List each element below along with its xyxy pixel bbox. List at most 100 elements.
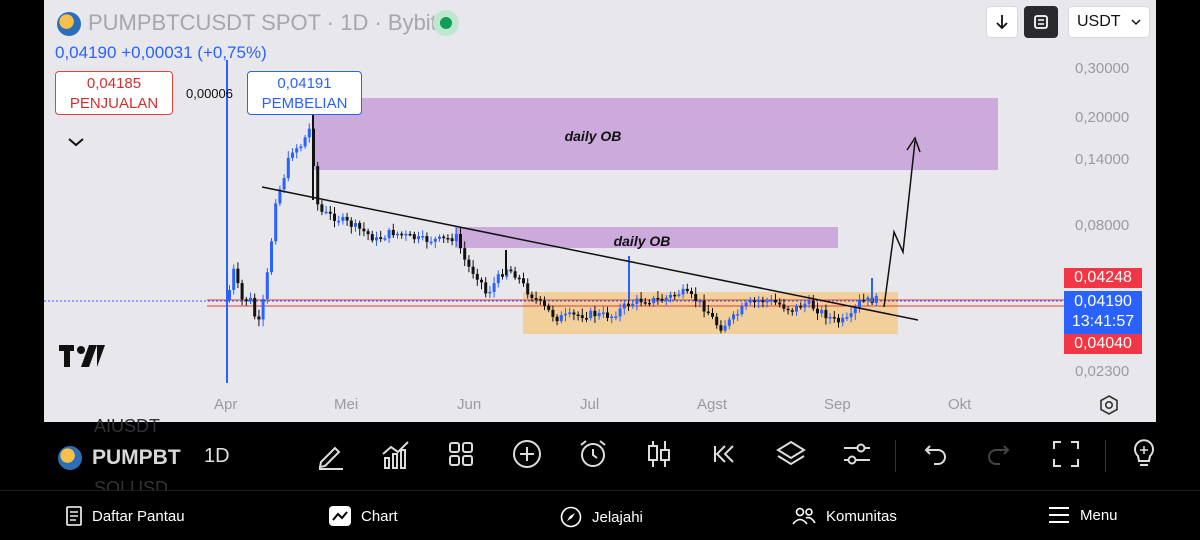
candle-body [475,273,479,280]
candle-body [769,300,773,302]
candle-body [593,310,597,317]
candle-body [530,294,534,299]
time-axis-label: Sep [824,396,851,413]
candle-body [744,302,748,307]
candle-body [253,297,257,317]
candle-body [383,238,387,240]
candle-body [778,302,782,305]
arrow-head [906,136,921,153]
nav-label: Daftar Pantau [92,507,185,525]
candle-body [488,291,492,294]
candle-body [627,303,630,307]
candle-body [396,233,399,236]
lightbulb-icon[interactable] [1128,438,1160,470]
layers-icon[interactable] [775,438,807,470]
candle-body [706,311,710,314]
candle-body [782,304,786,309]
candle-body [333,213,336,221]
candle-body [522,278,525,284]
price-axis-label: 0,20000 [1075,109,1130,126]
candle-body [795,305,798,312]
indicators-icon[interactable] [380,438,412,470]
chevron-down-icon[interactable] [66,132,86,152]
toolbar-divider [1105,440,1106,472]
candle-body [303,137,307,147]
interval-button[interactable]: 1D [204,445,230,467]
candle-body [438,236,441,239]
candle-body [568,312,572,314]
redo-icon[interactable] [984,438,1016,470]
candle-body [866,297,870,301]
symbol-title[interactable]: PUMPBTCUSDT SPOT · 1D · Bybit [88,10,437,35]
candle-body [358,223,362,229]
candle-body [664,297,668,301]
candle-body [345,216,349,221]
candle-body [480,279,483,283]
candle-body [467,259,471,267]
candle-body [307,128,311,138]
alarm-clock-icon[interactable] [577,438,609,470]
price-axis-label: 0,02300 [1075,363,1130,380]
candle-body [828,317,832,319]
candle-body [433,238,437,242]
currency-select[interactable]: USDT [1068,6,1150,38]
time-axis-label: Apr [214,396,238,413]
grid-layout-icon[interactable] [445,438,477,470]
buy-label: PEMBELIAN [261,95,348,112]
fullscreen-expand-icon[interactable] [1050,438,1082,470]
candle-body [471,266,475,274]
candlestick-icon[interactable] [643,438,675,470]
candle-body [656,297,660,300]
undo-icon[interactable] [918,438,950,470]
candle-body [564,313,567,316]
candle-body [853,307,857,314]
current-price-value: 0,04190 [1074,293,1132,310]
nav-item-chart[interactable]: Chart [329,506,398,526]
nav-item-menu[interactable]: Menu [1048,506,1118,524]
price-axis-label: 0,30000 [1075,60,1130,77]
bottom-navigation [0,490,1200,540]
candle-body [677,294,681,296]
pencil-icon[interactable] [315,438,347,470]
nav-item-community[interactable]: Komunitas [792,506,897,526]
download-button[interactable] [986,6,1018,38]
candle-body [349,220,353,227]
candle-body [824,309,828,319]
nav-label: Chart [361,507,398,525]
candle-body [337,220,341,223]
candle-body [442,236,446,239]
price-chart[interactable]: daily OB daily OB [0,0,1200,422]
add-circle-icon[interactable] [511,438,543,470]
time-axis-label: Jun [457,396,482,413]
buy-price: 0,04191 [277,75,332,92]
sell-button[interactable]: 0,04185 PENJUALAN [55,71,173,115]
low-price-tag: 0,04040 [1064,334,1142,354]
buy-button[interactable]: 0,04191 PEMBELIAN [247,71,362,115]
candle-body [501,274,504,277]
candle-body [274,203,278,242]
arrow-down-icon [996,15,1008,30]
candle-body [740,306,744,315]
candle-body [463,248,467,260]
symbol-switcher[interactable]: AIUSDT PUMPBT SOLUSD [58,416,188,490]
chart-settings-icon[interactable] [1098,394,1120,416]
nav-label: Menu [1080,506,1118,524]
candle-body [803,303,807,308]
candle-body [387,229,391,239]
settings-sliders-icon[interactable] [841,438,873,470]
candle-body [837,317,840,323]
nav-item-explore[interactable]: Jelajahi [560,506,643,528]
document-list-icon [66,506,82,526]
candle-body [328,211,332,214]
upper-ob-label: daily OB [565,128,622,144]
candle-body [723,325,727,331]
candle-body [362,228,366,232]
chart-area[interactable] [44,0,1156,422]
nav-item-watchlist[interactable]: Daftar Pantau [66,506,185,526]
replay-icon[interactable] [709,438,741,470]
fullscreen-button[interactable] [1024,6,1058,38]
candle-body [748,300,752,303]
candle-body [631,303,635,307]
time-axis-label: Okt [948,396,972,413]
candle-body [673,294,677,297]
